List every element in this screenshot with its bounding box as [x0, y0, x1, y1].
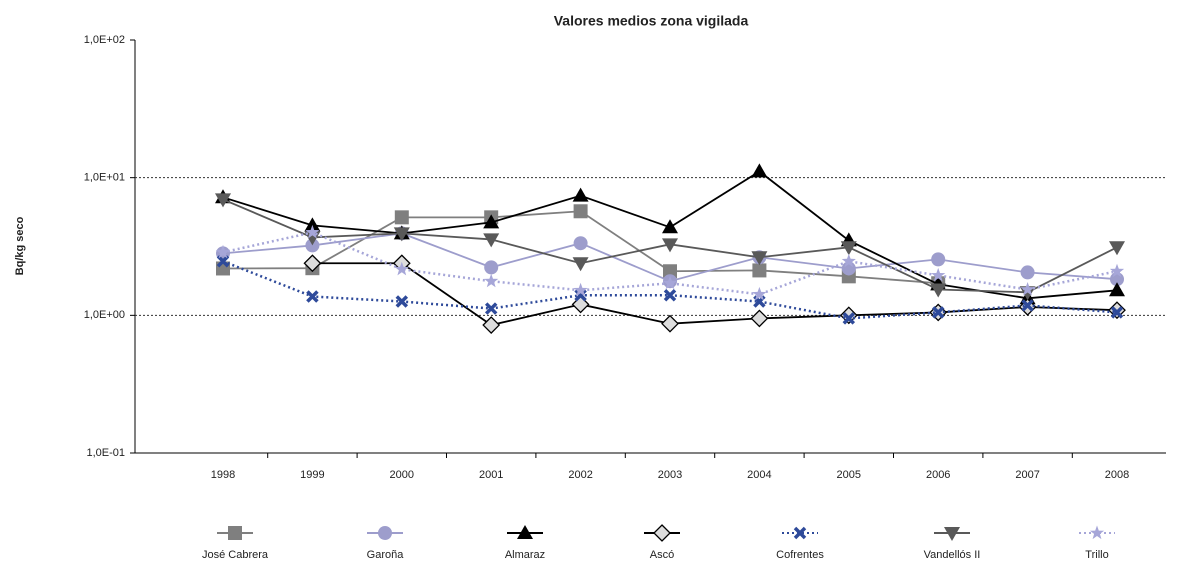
- x-tick-label: 2008: [1105, 469, 1129, 481]
- marker: [752, 286, 767, 301]
- y-tick-label: 1,0E+02: [84, 34, 125, 46]
- marker: [304, 217, 321, 232]
- legend-marker: [517, 525, 533, 539]
- x-tick-label: 2001: [479, 469, 503, 481]
- x-tick-label: 2007: [1015, 469, 1039, 481]
- marker: [931, 267, 946, 282]
- x-tick-label: 2000: [390, 469, 414, 481]
- legend-label: Vandellós II: [924, 549, 981, 561]
- marker: [215, 193, 231, 208]
- marker: [572, 187, 589, 202]
- legend-marker: [653, 524, 671, 542]
- marker: [306, 290, 319, 303]
- marker: [751, 163, 768, 178]
- marker: [1021, 299, 1034, 312]
- legend-marker: [1089, 525, 1105, 540]
- y-tick-label: 1,0E+00: [84, 309, 125, 321]
- marker: [484, 302, 498, 315]
- marker: [216, 255, 230, 268]
- marker: [1110, 306, 1124, 319]
- marker: [482, 316, 501, 334]
- x-tick-label: 2005: [837, 469, 861, 481]
- marker: [483, 214, 500, 229]
- marker: [573, 282, 588, 297]
- marker: [1020, 282, 1035, 296]
- y-tick-label: 1,0E+01: [84, 172, 125, 184]
- marker: [1020, 265, 1035, 280]
- legend-marker: [944, 527, 960, 541]
- marker: [842, 312, 856, 325]
- series-line: [222, 231, 1118, 296]
- marker: [483, 233, 500, 248]
- legend-label: José Cabrera: [202, 549, 269, 561]
- legend-label: Almaraz: [505, 549, 545, 561]
- x-tick-label: 1999: [300, 469, 324, 481]
- marker: [750, 309, 769, 328]
- legend-label: Trillo: [1085, 549, 1108, 561]
- legend-label: Ascó: [650, 549, 674, 561]
- marker: [931, 306, 945, 319]
- marker: [663, 288, 677, 302]
- marker: [661, 314, 679, 333]
- legend-label: Cofrentes: [776, 549, 824, 561]
- legend-marker: [793, 526, 807, 540]
- y-tick-label: 1,0E-01: [86, 447, 125, 459]
- marker: [573, 236, 588, 251]
- marker: [841, 253, 856, 268]
- x-tick-label: 1998: [211, 469, 235, 481]
- marker: [574, 288, 587, 302]
- x-tick-label: 2002: [568, 469, 592, 481]
- marker: [395, 295, 409, 308]
- x-tick-label: 2003: [658, 469, 682, 481]
- marker: [663, 264, 677, 279]
- marker: [840, 241, 857, 256]
- x-tick-label: 2004: [747, 469, 771, 481]
- marker: [1109, 282, 1125, 297]
- marker: [931, 252, 946, 267]
- marker: [393, 227, 410, 242]
- marker: [662, 219, 678, 234]
- marker: [1109, 241, 1125, 256]
- marker: [751, 251, 768, 266]
- marker: [484, 260, 499, 275]
- marker: [573, 204, 588, 219]
- legend-marker: [228, 526, 242, 540]
- marker: [930, 283, 947, 298]
- marker: [394, 261, 409, 276]
- marker: [662, 238, 678, 253]
- marker: [484, 273, 499, 288]
- y-axis-label: Bq/kg seco: [14, 216, 26, 275]
- marker: [839, 306, 858, 325]
- x-tick-label: 2006: [926, 469, 950, 481]
- marker: [215, 244, 231, 259]
- marker: [303, 254, 322, 273]
- legend-marker: [378, 526, 392, 540]
- chart-title: Valores medios zona vigilada: [554, 13, 749, 29]
- marker: [1109, 263, 1125, 278]
- marker: [752, 263, 767, 278]
- marker: [394, 210, 409, 225]
- legend-label: Garoña: [367, 549, 405, 561]
- marker: [305, 224, 320, 239]
- marker: [662, 275, 678, 290]
- marker: [572, 257, 589, 272]
